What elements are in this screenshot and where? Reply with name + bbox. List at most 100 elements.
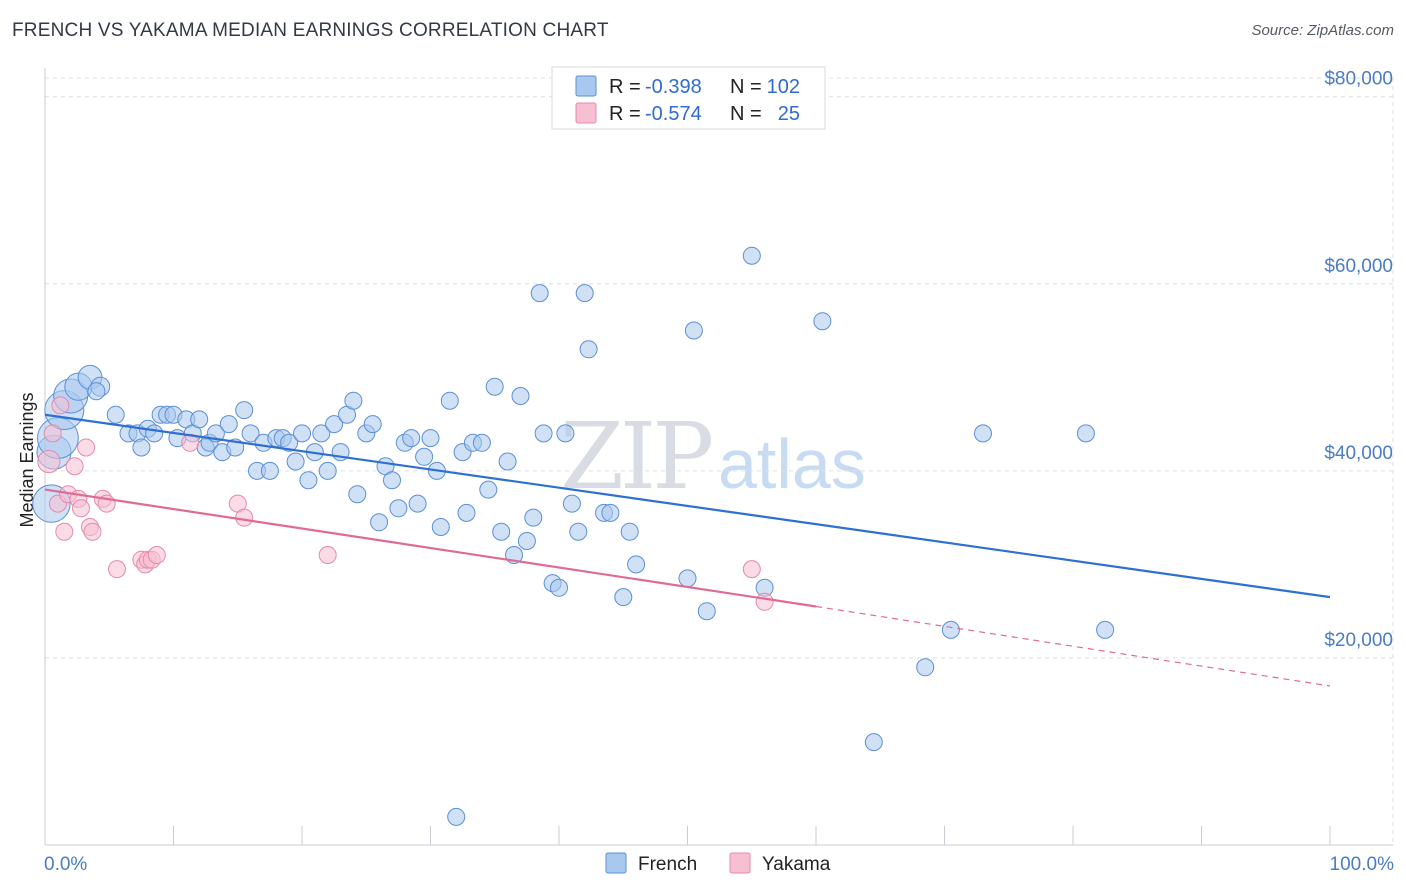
legend-french-r-label: R =	[609, 76, 641, 98]
french-data-point	[575, 284, 594, 303]
french-data-point	[813, 312, 832, 331]
french-data-point	[492, 522, 511, 541]
x-tick-left: 0.0%	[44, 854, 87, 875]
yakama-data-point	[43, 424, 62, 443]
french-data-point	[498, 452, 517, 471]
french-data-point	[299, 471, 318, 490]
french-data-point	[260, 461, 279, 480]
french-data-point	[479, 480, 498, 499]
french-data-point	[235, 401, 254, 420]
french-data-point	[697, 602, 716, 621]
french-data-point	[219, 415, 238, 434]
yakama-series-points	[37, 396, 774, 611]
french-data-point	[534, 424, 553, 443]
y-tick-label: $20,000	[1324, 630, 1393, 651]
french-data-point	[684, 321, 703, 340]
legend-yakama-n-label: N =	[730, 103, 762, 125]
french-series-points	[32, 246, 1115, 826]
french-data-point	[678, 569, 697, 588]
y-tick-label: $40,000	[1324, 443, 1393, 464]
french-data-point	[325, 415, 344, 434]
french-trend-line	[44, 413, 1331, 599]
french-data-point	[370, 513, 389, 532]
french-data-point	[402, 429, 421, 448]
yakama-data-point	[72, 499, 90, 518]
x-tick-right: 100.0%	[1330, 854, 1395, 875]
french-data-point	[286, 452, 305, 471]
french-data-point	[916, 658, 935, 677]
yakama-data-point	[235, 508, 254, 527]
french-data-point	[190, 410, 209, 429]
french-data-point	[312, 424, 331, 443]
french-data-point	[864, 733, 883, 752]
yakama-data-point	[83, 522, 102, 541]
yakama-data-point	[37, 449, 61, 474]
french-data-point	[517, 532, 536, 550]
bottom-legend-french-label: French	[638, 854, 697, 875]
legend-french-r-value: -0.398	[645, 76, 702, 98]
french-data-point	[348, 485, 367, 504]
french-data-point	[415, 447, 434, 466]
legend-french-n-value: 102	[767, 76, 800, 98]
yakama-trend-line	[44, 488, 817, 608]
french-data-point	[363, 415, 382, 434]
french-data-point	[530, 284, 549, 303]
legend-french-n-label: N =	[730, 76, 762, 98]
y-tick-labels: $20,000 $40,000 $60,000 $80,000	[1324, 69, 1393, 651]
french-data-point	[408, 494, 427, 513]
watermark-atlas: atlas	[718, 425, 866, 503]
french-data-point	[431, 518, 450, 536]
yakama-data-point	[108, 560, 126, 579]
french-data-point	[569, 522, 588, 541]
y-axis-label: Median Earnings	[17, 392, 37, 527]
french-data-point	[511, 387, 530, 405]
french-data-point	[145, 424, 164, 443]
french-data-point	[457, 503, 476, 522]
french-data-point	[389, 499, 408, 518]
french-data-point	[601, 503, 620, 522]
french-data-point	[556, 424, 575, 443]
french-data-point	[241, 424, 260, 443]
french-data-point	[132, 438, 151, 457]
french-data-point	[1096, 620, 1115, 639]
french-data-point	[440, 391, 459, 410]
chart-title: FRENCH VS YAKAMA MEDIAN EARNINGS CORRELA…	[12, 20, 609, 41]
french-data-point	[941, 620, 960, 639]
yakama-data-point	[742, 560, 761, 579]
french-data-point	[447, 807, 466, 826]
legend-yakama-r-value: -0.574	[645, 103, 702, 125]
series-legend: French Yakama	[605, 852, 831, 875]
french-data-point	[485, 377, 504, 396]
y-tick-label: $80,000	[1324, 69, 1393, 90]
french-data-point	[87, 382, 106, 401]
legend-yakama-r-label: R =	[609, 103, 641, 125]
french-data-point	[620, 522, 639, 541]
legend-french-swatch	[575, 75, 597, 97]
trend-lines	[44, 413, 1331, 687]
yakama-trend-line-extension	[815, 605, 1331, 687]
french-data-point	[383, 471, 401, 490]
source-label: Source: ZipAtlas.com	[1251, 22, 1394, 39]
bottom-legend-yakama-swatch	[729, 852, 751, 874]
french-data-point	[344, 391, 363, 410]
bottom-legend-yakama-label: Yakama	[762, 854, 831, 875]
correlation-legend: R = -0.398 N = 102 R = -0.574 N = 25	[551, 66, 826, 130]
french-data-point	[614, 588, 633, 607]
yakama-data-point	[318, 546, 337, 564]
french-data-point	[106, 405, 125, 424]
yakama-data-point	[55, 522, 74, 541]
french-data-point	[293, 424, 311, 443]
french-data-point	[421, 429, 440, 448]
french-data-point	[318, 461, 337, 480]
french-data-point	[974, 424, 992, 443]
yakama-data-point	[147, 546, 166, 564]
french-data-point	[472, 433, 491, 452]
french-data-point	[627, 555, 646, 574]
yakama-data-point	[755, 592, 774, 611]
y-tick-label: $60,000	[1324, 256, 1393, 277]
french-data-point	[579, 340, 598, 359]
legend-yakama-swatch	[575, 102, 597, 124]
french-data-point	[524, 508, 543, 527]
watermark-zip: ZIP	[560, 403, 711, 510]
